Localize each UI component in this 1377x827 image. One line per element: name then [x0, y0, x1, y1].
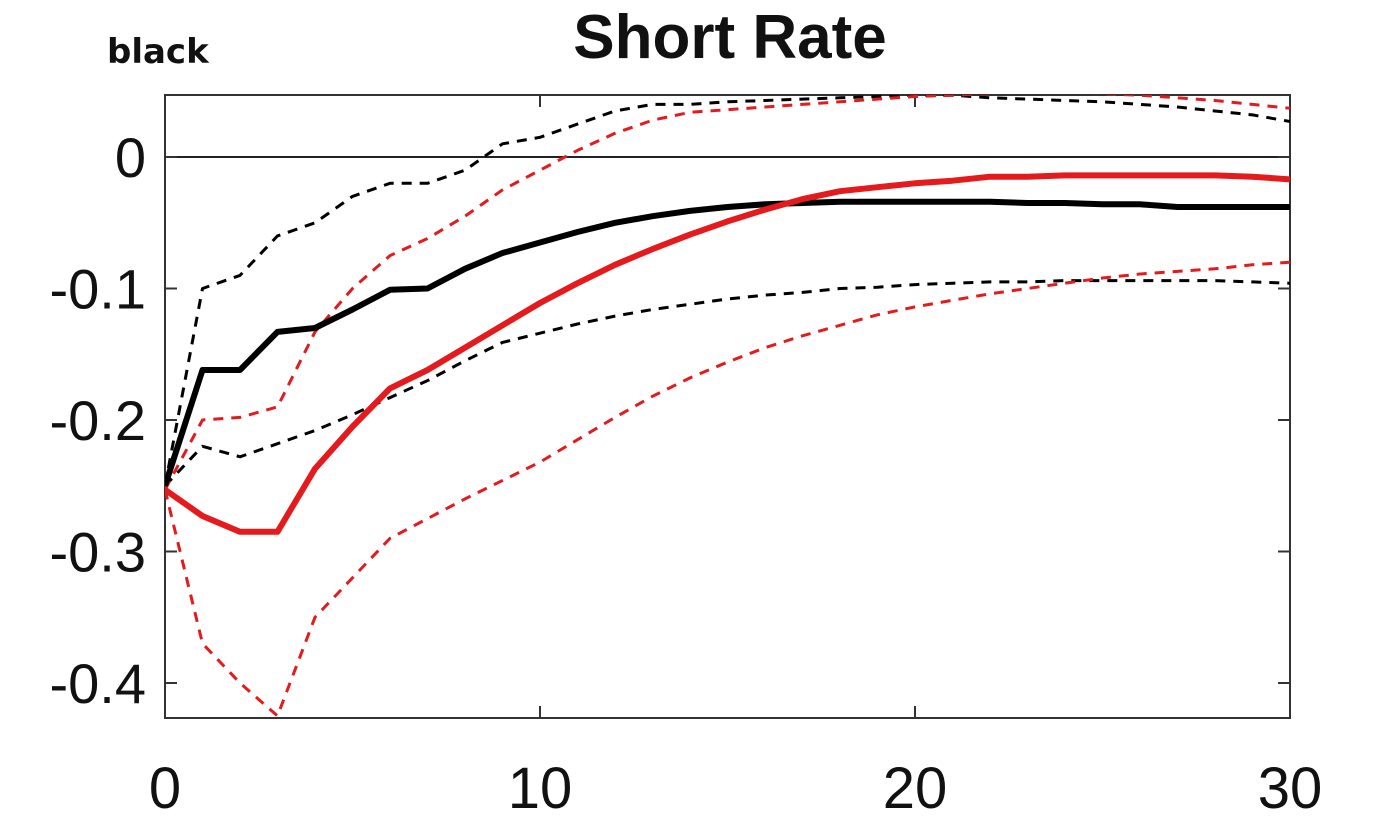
- x-tick-label: 0: [149, 756, 181, 821]
- series-black-upper-band: [165, 95, 1290, 487]
- series-red-upper-band: [165, 95, 1290, 491]
- x-tick-label: 30: [1258, 756, 1323, 821]
- x-tick-label: 20: [883, 756, 948, 821]
- y-tick-label: -0.2: [50, 389, 147, 452]
- y-tick-label: -0.4: [50, 652, 147, 715]
- plot-frame: [164, 94, 1291, 719]
- corner-label: black: [107, 32, 209, 72]
- x-tick-label: 10: [508, 756, 573, 821]
- series-red-lower-band: [165, 260, 1290, 718]
- y-tick-label: 0: [115, 126, 146, 189]
- series-black-line: [165, 198, 1290, 487]
- y-tick-label: -0.1: [50, 258, 147, 321]
- chart-title: Short Rate: [573, 3, 887, 72]
- y-tick-label: -0.3: [50, 521, 147, 584]
- series-black-lower-band: [165, 279, 1290, 487]
- series-red-line: [165, 172, 1290, 535]
